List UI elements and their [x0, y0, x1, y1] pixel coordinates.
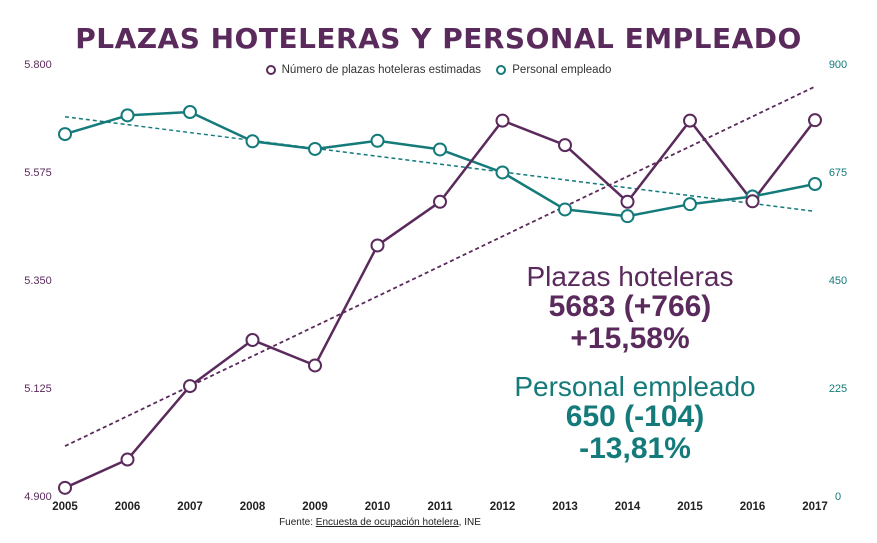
legend-label-plazas: Número de plazas hoteleras estimadas	[281, 64, 482, 76]
legend-item-personal: Personal empleado	[496, 64, 611, 76]
x-tick-label: 2012	[490, 501, 516, 513]
personal-summary-pct: -13,81%	[579, 431, 691, 465]
legend-marker-plazas	[265, 65, 276, 75]
x-tick-label: 2006	[115, 501, 141, 513]
point-plazas-2010	[370, 238, 385, 253]
point-plazas-2017	[808, 113, 822, 128]
plazas-summary-value: 5683 (+766)	[548, 290, 712, 324]
right-tick-label: 0	[835, 491, 841, 503]
trend-lines	[64, 85, 816, 447]
x-tick-label: 2015	[677, 501, 703, 513]
legend-label-personal: Personal empleado	[512, 64, 612, 76]
point-plazas-2016	[745, 194, 760, 209]
point-plazas-2013	[558, 138, 572, 153]
point-personal-2008	[245, 134, 260, 149]
point-plazas-2008	[245, 333, 260, 347]
left-tick-label: 5.800	[24, 59, 52, 71]
point-plazas-2011	[433, 194, 447, 209]
point-personal-2006	[120, 108, 135, 123]
point-plazas-2007	[183, 379, 197, 394]
x-tick-label: 2014	[615, 501, 641, 513]
x-axis-ticks: 2005 2006 2007 2008 2009 2010 2011 2012 2013 2014…	[52, 501, 828, 513]
source-link[interactable]: Encuesta de ocupación hotelera	[315, 517, 459, 528]
left-tick-label: 5.125	[24, 383, 52, 395]
point-personal-2011	[433, 142, 447, 157]
left-tick-label: 5.350	[24, 275, 52, 287]
right-tick-label: 450	[829, 275, 847, 287]
point-personal-2014	[620, 209, 635, 224]
right-tick-label: 675	[829, 167, 847, 179]
point-plazas-2015	[683, 113, 697, 128]
point-personal-2009	[308, 141, 322, 156]
point-personal-2012	[495, 165, 510, 180]
personal-summary-value: 650 (-104)	[565, 400, 705, 434]
point-personal-2007	[183, 105, 197, 119]
point-plazas-2006	[120, 452, 135, 467]
point-personal-2013	[558, 202, 572, 217]
x-tick-label: 2016	[740, 501, 766, 513]
right-tick-label: 225	[829, 383, 847, 395]
x-tick-label: 2011	[428, 501, 454, 513]
left-tick-label: 4.900	[24, 491, 52, 503]
point-personal-2005	[58, 127, 72, 142]
right-axis-ticks: 0 225 450 675 900	[829, 59, 847, 503]
left-tick-label: 5.575	[24, 167, 52, 179]
plazas-summary: Plazas hoteleras 5683 (+766) +15,58%	[500, 262, 760, 354]
point-plazas-2012	[495, 113, 510, 128]
x-tick-label: 2009	[302, 501, 328, 513]
legend: Número de plazas hoteleras estimadas Per…	[0, 64, 877, 78]
source-prefix: Fuente:	[279, 517, 316, 528]
series-points	[58, 105, 822, 495]
point-plazas-2005	[58, 480, 72, 495]
trend-line-plazas	[64, 85, 816, 447]
legend-marker-personal	[496, 65, 507, 75]
x-tick-label: 2017	[802, 501, 828, 513]
x-tick-label: 2010	[365, 501, 391, 513]
plazas-summary-pct: +15,58%	[570, 321, 690, 355]
source-suffix: , INE	[458, 517, 481, 528]
point-plazas-2014	[620, 194, 635, 209]
personal-summary: Personal empleado 650 (-104) -13,81%	[490, 372, 780, 464]
x-tick-label: 2013	[552, 501, 578, 513]
source-note: Fuente: Encuesta de ocupación hotelera, …	[0, 517, 760, 528]
plazas-summary-label: Plazas hoteleras	[526, 261, 734, 292]
legend-item-plazas: Número de plazas hoteleras estimadas	[265, 64, 482, 76]
point-personal-2017	[808, 177, 822, 191]
point-personal-2010	[370, 133, 385, 148]
x-tick-label: 2007	[177, 501, 203, 513]
x-tick-label: 2008	[240, 501, 266, 513]
point-personal-2015	[683, 197, 697, 212]
point-plazas-2009	[308, 358, 322, 373]
chart-title: PLAZAS HOTELERAS Y PERSONAL EMPLEADO	[75, 22, 802, 55]
right-tick-label: 900	[829, 59, 847, 71]
left-axis-ticks: 4.900 5.125 5.350 5.575 5.800	[24, 59, 52, 503]
personal-summary-label: Personal empleado	[514, 371, 756, 402]
x-tick-label: 2005	[52, 501, 78, 513]
